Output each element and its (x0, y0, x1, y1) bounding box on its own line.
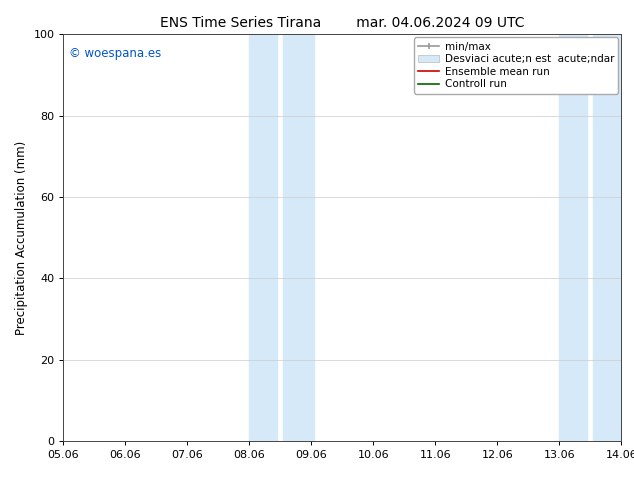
Title: ENS Time Series Tirana        mar. 04.06.2024 09 UTC: ENS Time Series Tirana mar. 04.06.2024 0… (160, 16, 524, 30)
Bar (249, 34, 277, 441)
Bar (283, 34, 314, 441)
Legend: min/max, Desviaci acute;n est  acute;ndar, Ensemble mean run, Controll run: min/max, Desviaci acute;n est acute;ndar… (415, 37, 618, 94)
Bar (593, 34, 624, 441)
Y-axis label: Precipitation Accumulation (mm): Precipitation Accumulation (mm) (15, 141, 28, 335)
Text: © woespana.es: © woespana.es (69, 47, 161, 59)
Bar (559, 34, 587, 441)
